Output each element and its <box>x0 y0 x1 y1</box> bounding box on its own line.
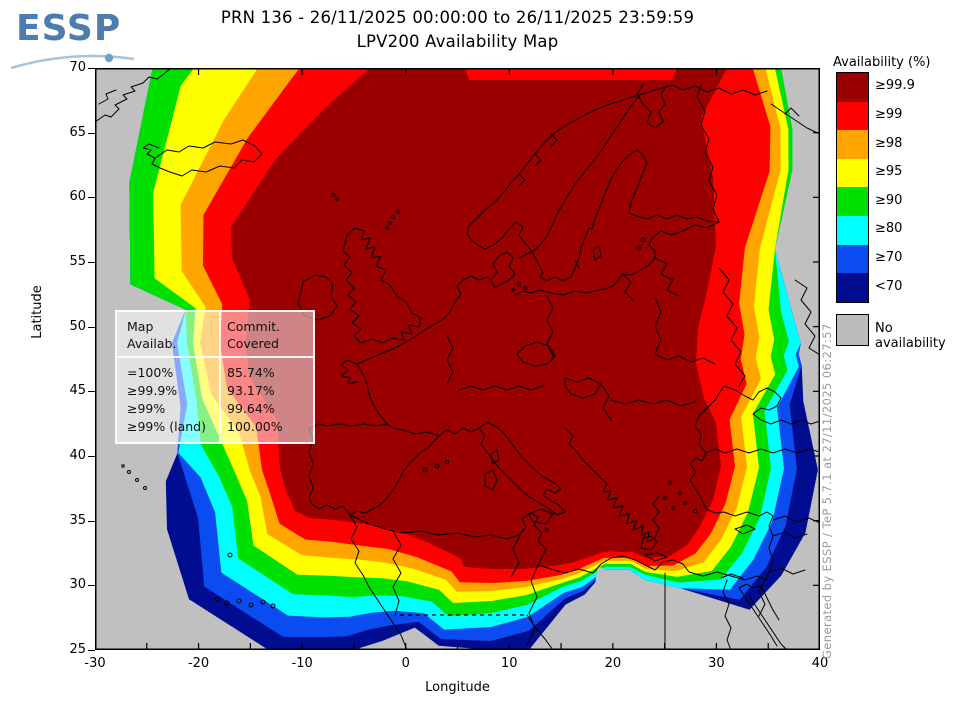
legend-swatch-3 <box>837 158 868 188</box>
stats-row-label: ≥99.9% <box>127 383 178 398</box>
y-tick-mark <box>88 391 95 393</box>
page-title-line1: PRN 136 - 26/11/2025 00:00:00 to 26/11/2… <box>220 8 695 27</box>
y-tick-label: 55 <box>69 254 86 269</box>
page-title-line2: LPV200 Availability Map <box>356 32 559 51</box>
legend-swatch-4 <box>837 187 868 216</box>
y-tick-label: 35 <box>69 512 86 528</box>
y-tick-label: 45 <box>69 383 86 399</box>
legend-color-scale <box>836 72 869 303</box>
y-tick-mark <box>88 197 95 199</box>
y-tick-mark <box>88 650 95 651</box>
generated-watermark: Generated by ESSP / TeP 5.7.1 at 27/11/2… <box>820 323 834 659</box>
legend-entry-label: ≥98 <box>875 135 903 151</box>
stats-row-value: 99.64% <box>227 401 275 416</box>
y-tick-mark <box>88 520 95 522</box>
y-tick-label: 70 <box>69 60 86 75</box>
stats-box-horizontal-divider <box>117 356 313 358</box>
y-tick-label: 60 <box>69 189 86 205</box>
x-tick-label: -20 <box>187 656 210 671</box>
stats-col1-header-line2: Availab. <box>127 336 177 351</box>
essp-logo-arc-icon <box>10 53 135 70</box>
legend-entry-label: ≥99 <box>875 106 903 122</box>
y-tick-label: 30 <box>69 577 86 593</box>
essp-logo-text: ESSP <box>16 8 122 49</box>
legend-entry-label: ≥80 <box>875 221 903 237</box>
stats-row-value: 100.00% <box>227 419 283 434</box>
legend-title: Availability (%) <box>833 55 931 70</box>
stats-row-value: 85.74% <box>227 365 275 380</box>
y-tick-mark <box>88 326 95 328</box>
x-tick-label: 40 <box>811 656 829 671</box>
stats-col1-header-line1: Map <box>127 319 154 334</box>
y-tick-mark <box>88 456 95 457</box>
y-tick-mark <box>88 68 95 69</box>
stats-col2-header-line1: Commit. <box>227 319 281 334</box>
legend-entry-label: <70 <box>875 278 903 294</box>
legend-swatch-7 <box>837 273 868 302</box>
x-tick-label: -10 <box>291 656 313 671</box>
x-tick-label: 10 <box>501 656 518 671</box>
legend-swatch-5 <box>837 215 868 245</box>
x-tick-label: 0 <box>401 656 410 671</box>
y-tick-mark <box>88 132 95 134</box>
legend-entry-label: ≥95 <box>875 164 903 180</box>
y-tick-label: 25 <box>69 642 86 657</box>
legend-swatch-6 <box>837 244 868 274</box>
legend-entry-label: ≥99.9 <box>875 78 915 94</box>
y-tick-label: 65 <box>69 124 86 140</box>
stats-col2-header-line2: Covered <box>227 336 279 351</box>
y-tick-label: 50 <box>69 318 86 334</box>
stats-row-label: =100% <box>127 365 174 380</box>
x-tick-label: -30 <box>84 656 106 671</box>
legend-swatch-1 <box>837 101 868 131</box>
legend-no-availability-swatch <box>836 314 869 346</box>
y-tick-mark <box>88 262 95 263</box>
availability-map-canvas <box>95 68 820 650</box>
legend-swatch-0 <box>837 73 868 102</box>
y-axis-title: Latitude <box>30 285 45 339</box>
stats-row-value: 93.17% <box>227 383 275 398</box>
x-axis-title: Longitude <box>425 680 490 695</box>
legend-no-availability-label: No availability <box>875 321 946 351</box>
legend-entry-label: ≥70 <box>875 249 903 265</box>
stats-row-label: ≥99% <box>127 401 166 416</box>
y-tick-label: 40 <box>69 448 86 463</box>
availability-stats-box: Map Availab. Commit. Covered =100% 85.74%… <box>115 310 315 444</box>
x-tick-label: 30 <box>708 656 725 671</box>
x-tick-label: 20 <box>604 656 622 671</box>
legend-swatch-2 <box>837 130 868 159</box>
stats-box-vertical-divider <box>219 312 221 442</box>
legend-entry-label: ≥90 <box>875 192 903 208</box>
stats-row-label: ≥99% (land) <box>127 419 206 434</box>
y-tick-mark <box>88 585 95 587</box>
